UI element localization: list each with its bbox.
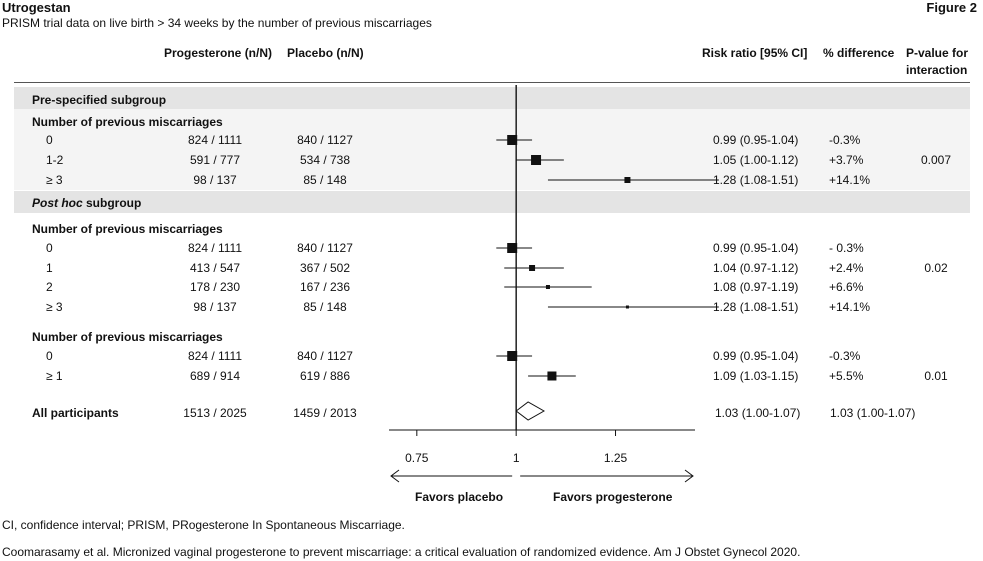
footnote-citation: Coomarasamy et al. Micronized vaginal pr… (2, 545, 801, 559)
col-risk-ratio: Risk ratio [95% CI] (702, 46, 808, 60)
row-progesterone: 689 / 914 (189, 369, 241, 383)
row-label: 0 (46, 133, 53, 147)
point-estimate (507, 351, 518, 361)
col-pvalue-line1: P-value for (906, 46, 969, 60)
row-placebo: 167 / 236 (299, 280, 351, 294)
row-progesterone: 591 / 777 (189, 153, 241, 167)
row-risk-ratio: 1.28 (1.08-1.51) (713, 300, 799, 314)
row-label: 0 (46, 349, 53, 363)
point-estimate (624, 177, 631, 183)
row-progesterone: 413 / 547 (189, 261, 241, 275)
figure-label: Figure 2 (926, 0, 977, 15)
group-label-1: Number of previous miscarriages (32, 115, 223, 129)
x-tick-label: 1.25 (604, 451, 628, 465)
row-risk-ratio: 0.99 (0.95-1.04) (713, 349, 799, 363)
row-progesterone: 178 / 230 (189, 280, 241, 294)
section-posthoc-rest: subgroup (82, 196, 142, 210)
section-posthoc: Post hoc subgroup (32, 196, 141, 210)
row-pct-difference: - 0.3% (829, 241, 864, 255)
row-placebo: 840 / 1127 (297, 133, 353, 147)
col-pct-difference: % difference (823, 46, 895, 60)
x-tick-label: 1 (513, 451, 520, 465)
group-label-3: Number of previous miscarriages (32, 330, 223, 344)
favors-progesterone-label: Favors progesterone (553, 490, 673, 504)
header-rule (14, 82, 970, 83)
row-pct-difference: +5.5% (829, 369, 864, 383)
row-pct-difference: +2.4% (829, 261, 864, 275)
row-pct-difference: +3.7% (829, 153, 864, 167)
row-placebo: 367 / 502 (299, 261, 351, 275)
row-risk-ratio: 1.28 (1.08-1.51) (713, 173, 799, 187)
row-label: 2 (46, 280, 53, 294)
row-label: 1 (46, 261, 53, 275)
row-label: 0 (46, 241, 53, 255)
row-placebo: 85 / 148 (303, 173, 347, 187)
row-pvalue: 0.007 (920, 153, 952, 167)
point-estimate (545, 285, 550, 289)
band-prespecified-body (14, 109, 970, 190)
row-placebo: 840 / 1127 (297, 241, 353, 255)
row-label: 1-2 (46, 153, 64, 167)
row-risk-ratio: 1.05 (1.00-1.12) (713, 153, 799, 167)
band-prespecified (14, 87, 970, 109)
overall-label: All participants (32, 406, 119, 420)
row-risk-ratio: 0.99 (0.95-1.04) (713, 133, 799, 147)
point-estimate (531, 155, 542, 165)
row-progesterone: 98 / 137 (193, 173, 237, 187)
row-pvalue: 0.01 (924, 369, 948, 383)
favors-progesterone-arrowhead (684, 469, 694, 483)
favors-placebo-label: Favors placebo (415, 490, 504, 504)
chart-title: Utrogestan (2, 0, 71, 15)
row-pct-difference: -0.3% (829, 349, 861, 363)
row-pct-difference: -0.3% (829, 133, 861, 147)
row-label: ≥ 3 (46, 173, 63, 187)
point-estimate (507, 243, 518, 253)
favors-placebo-arrowhead (390, 469, 400, 483)
row-risk-ratio: 1.08 (0.97-1.19) (713, 280, 799, 294)
row-progesterone: 824 / 1111 (187, 133, 243, 147)
point-estimate (625, 305, 629, 309)
row-placebo: 85 / 148 (303, 300, 347, 314)
section-prespecified: Pre-specified subgroup (32, 93, 167, 107)
row-risk-ratio: 1.09 (1.03-1.15) (713, 369, 799, 383)
row-placebo: 840 / 1127 (297, 349, 353, 363)
point-estimate (547, 371, 557, 381)
row-label: ≥ 1 (46, 369, 63, 383)
overall-diamond (515, 401, 546, 421)
row-placebo: 619 / 886 (299, 369, 351, 383)
overall-progesterone: 1513 / 2025 (183, 406, 247, 420)
col-placebo: Placebo (n/N) (287, 46, 364, 60)
col-progesterone: Progesterone (n/N) (164, 46, 273, 60)
overall-risk-ratio: 1.03 (1.00-1.07) (715, 406, 801, 420)
row-progesterone: 98 / 137 (193, 300, 237, 314)
row-pct-difference: +6.6% (829, 280, 864, 294)
point-estimate (529, 265, 536, 271)
band-posthoc (14, 191, 970, 213)
point-estimate (507, 135, 518, 145)
chart-subtitle: PRISM trial data on live birth > 34 week… (2, 16, 432, 30)
row-pct-difference: +14.1% (829, 300, 871, 314)
row-placebo: 534 / 738 (299, 153, 351, 167)
section-posthoc-italic: Post hoc (32, 196, 83, 210)
row-pvalue: 0.02 (924, 261, 948, 275)
overall-placebo: 1459 / 2013 (293, 406, 357, 420)
row-pct-difference: +14.1% (829, 173, 871, 187)
row-label: ≥ 3 (46, 300, 63, 314)
footnote-abbrev: CI, confidence interval; PRISM, PRogeste… (2, 518, 405, 532)
x-tick-label: 0.75 (405, 451, 429, 465)
col-pvalue-line2: interaction (906, 63, 968, 77)
row-risk-ratio: 0.99 (0.95-1.04) (713, 241, 799, 255)
overall-pct-difference: 1.03 (1.00-1.07) (830, 406, 916, 420)
group-label-2: Number of previous miscarriages (32, 222, 223, 236)
row-risk-ratio: 1.04 (0.97-1.12) (713, 261, 799, 275)
row-progesterone: 824 / 1111 (187, 241, 243, 255)
row-progesterone: 824 / 1111 (187, 349, 243, 363)
